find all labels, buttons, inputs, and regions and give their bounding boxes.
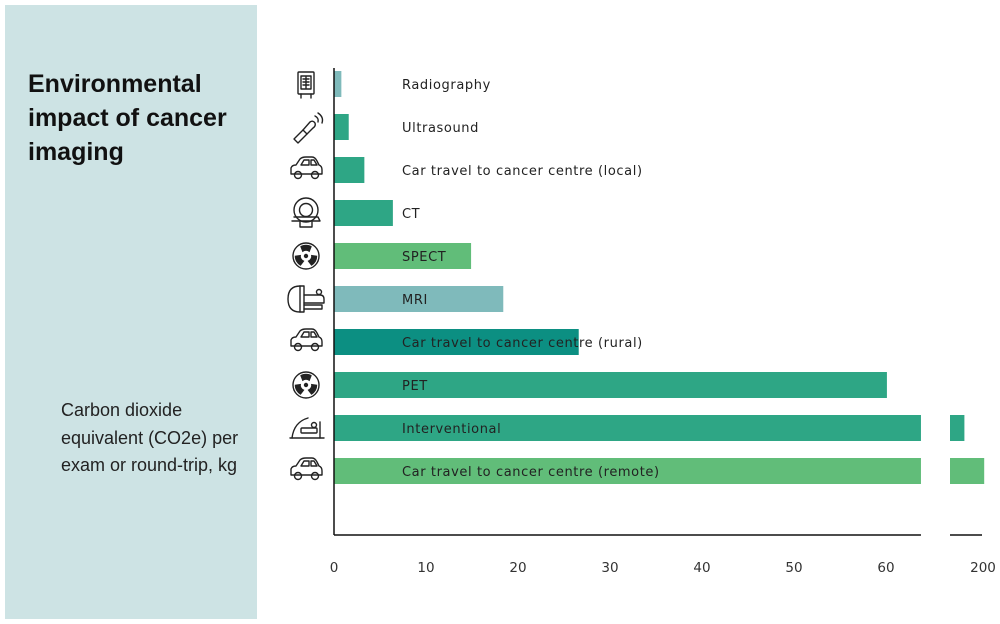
axes [333, 68, 982, 536]
ultrasound-probe-icon [293, 112, 324, 144]
tick-label-0: 0 [330, 560, 339, 576]
interventional-table-icon [289, 417, 325, 439]
category-label-radiography: Radiography [402, 78, 491, 93]
bar-car-travel-to-cancer-centre-remote [334, 458, 921, 484]
category-label-car-travel-to-cancer-centre-remote: Car travel to cancer centre (remote) [402, 465, 660, 480]
bar-car-travel-to-cancer-centre-rural [334, 329, 579, 355]
tick-label-30: 30 [601, 560, 618, 576]
tick-label-60: 60 [877, 560, 894, 576]
bar-mri [334, 286, 504, 312]
category-label-car-travel-to-cancer-centre-rural: Car travel to cancer centre (rural) [402, 336, 643, 351]
category-label-pet: PET [402, 379, 428, 394]
category-labels: Radiography Ultrasound Car travel to cance… [402, 78, 660, 480]
category-label-ultrasound: Ultrasound [402, 121, 479, 136]
y-axis-label: Carbon dioxide equivalent (CO2e) per exa… [61, 400, 239, 475]
tick-label-40: 40 [693, 560, 710, 576]
tick-label-10: 10 [417, 560, 434, 576]
bar-ct [334, 200, 393, 226]
bar-car-travel-to-cancer-centre-local [334, 157, 365, 183]
chart-title: Environmental impact of cancer imaging [28, 70, 227, 166]
bar-interventional [334, 415, 921, 441]
ct-scanner-icon [291, 197, 321, 228]
radiation-icon [292, 371, 320, 399]
bar-spect [334, 243, 472, 269]
category-label-interventional: Interventional [402, 422, 501, 437]
car-icon [290, 457, 323, 481]
bar-interventional-continued [950, 415, 965, 441]
tick-label-200: 200 [970, 560, 996, 576]
bar-pet [334, 372, 887, 398]
tick-label-50: 50 [785, 560, 802, 576]
category-label-spect: SPECT [402, 250, 446, 265]
side-panel [5, 5, 257, 619]
category-label-mri: MRI [402, 293, 428, 308]
radiation-icon [292, 242, 320, 270]
category-label-car-travel-to-cancer-centre-local: Car travel to cancer centre (local) [402, 164, 643, 179]
car-icon [290, 328, 323, 352]
bar-radiography [334, 71, 342, 97]
bars [334, 71, 985, 484]
category-label-ct: CT [402, 207, 420, 222]
car-icon [290, 156, 323, 180]
bar-car-travel-to-cancer-centre-remote-continued [950, 458, 985, 484]
bar-ultrasound [334, 114, 349, 140]
tick-labels: 0 10 20 30 40 50 60 200 [330, 560, 996, 576]
tick-label-20: 20 [509, 560, 526, 576]
mri-scanner-icon [287, 285, 325, 313]
row-icons [287, 71, 325, 481]
xray-icon [297, 71, 315, 99]
